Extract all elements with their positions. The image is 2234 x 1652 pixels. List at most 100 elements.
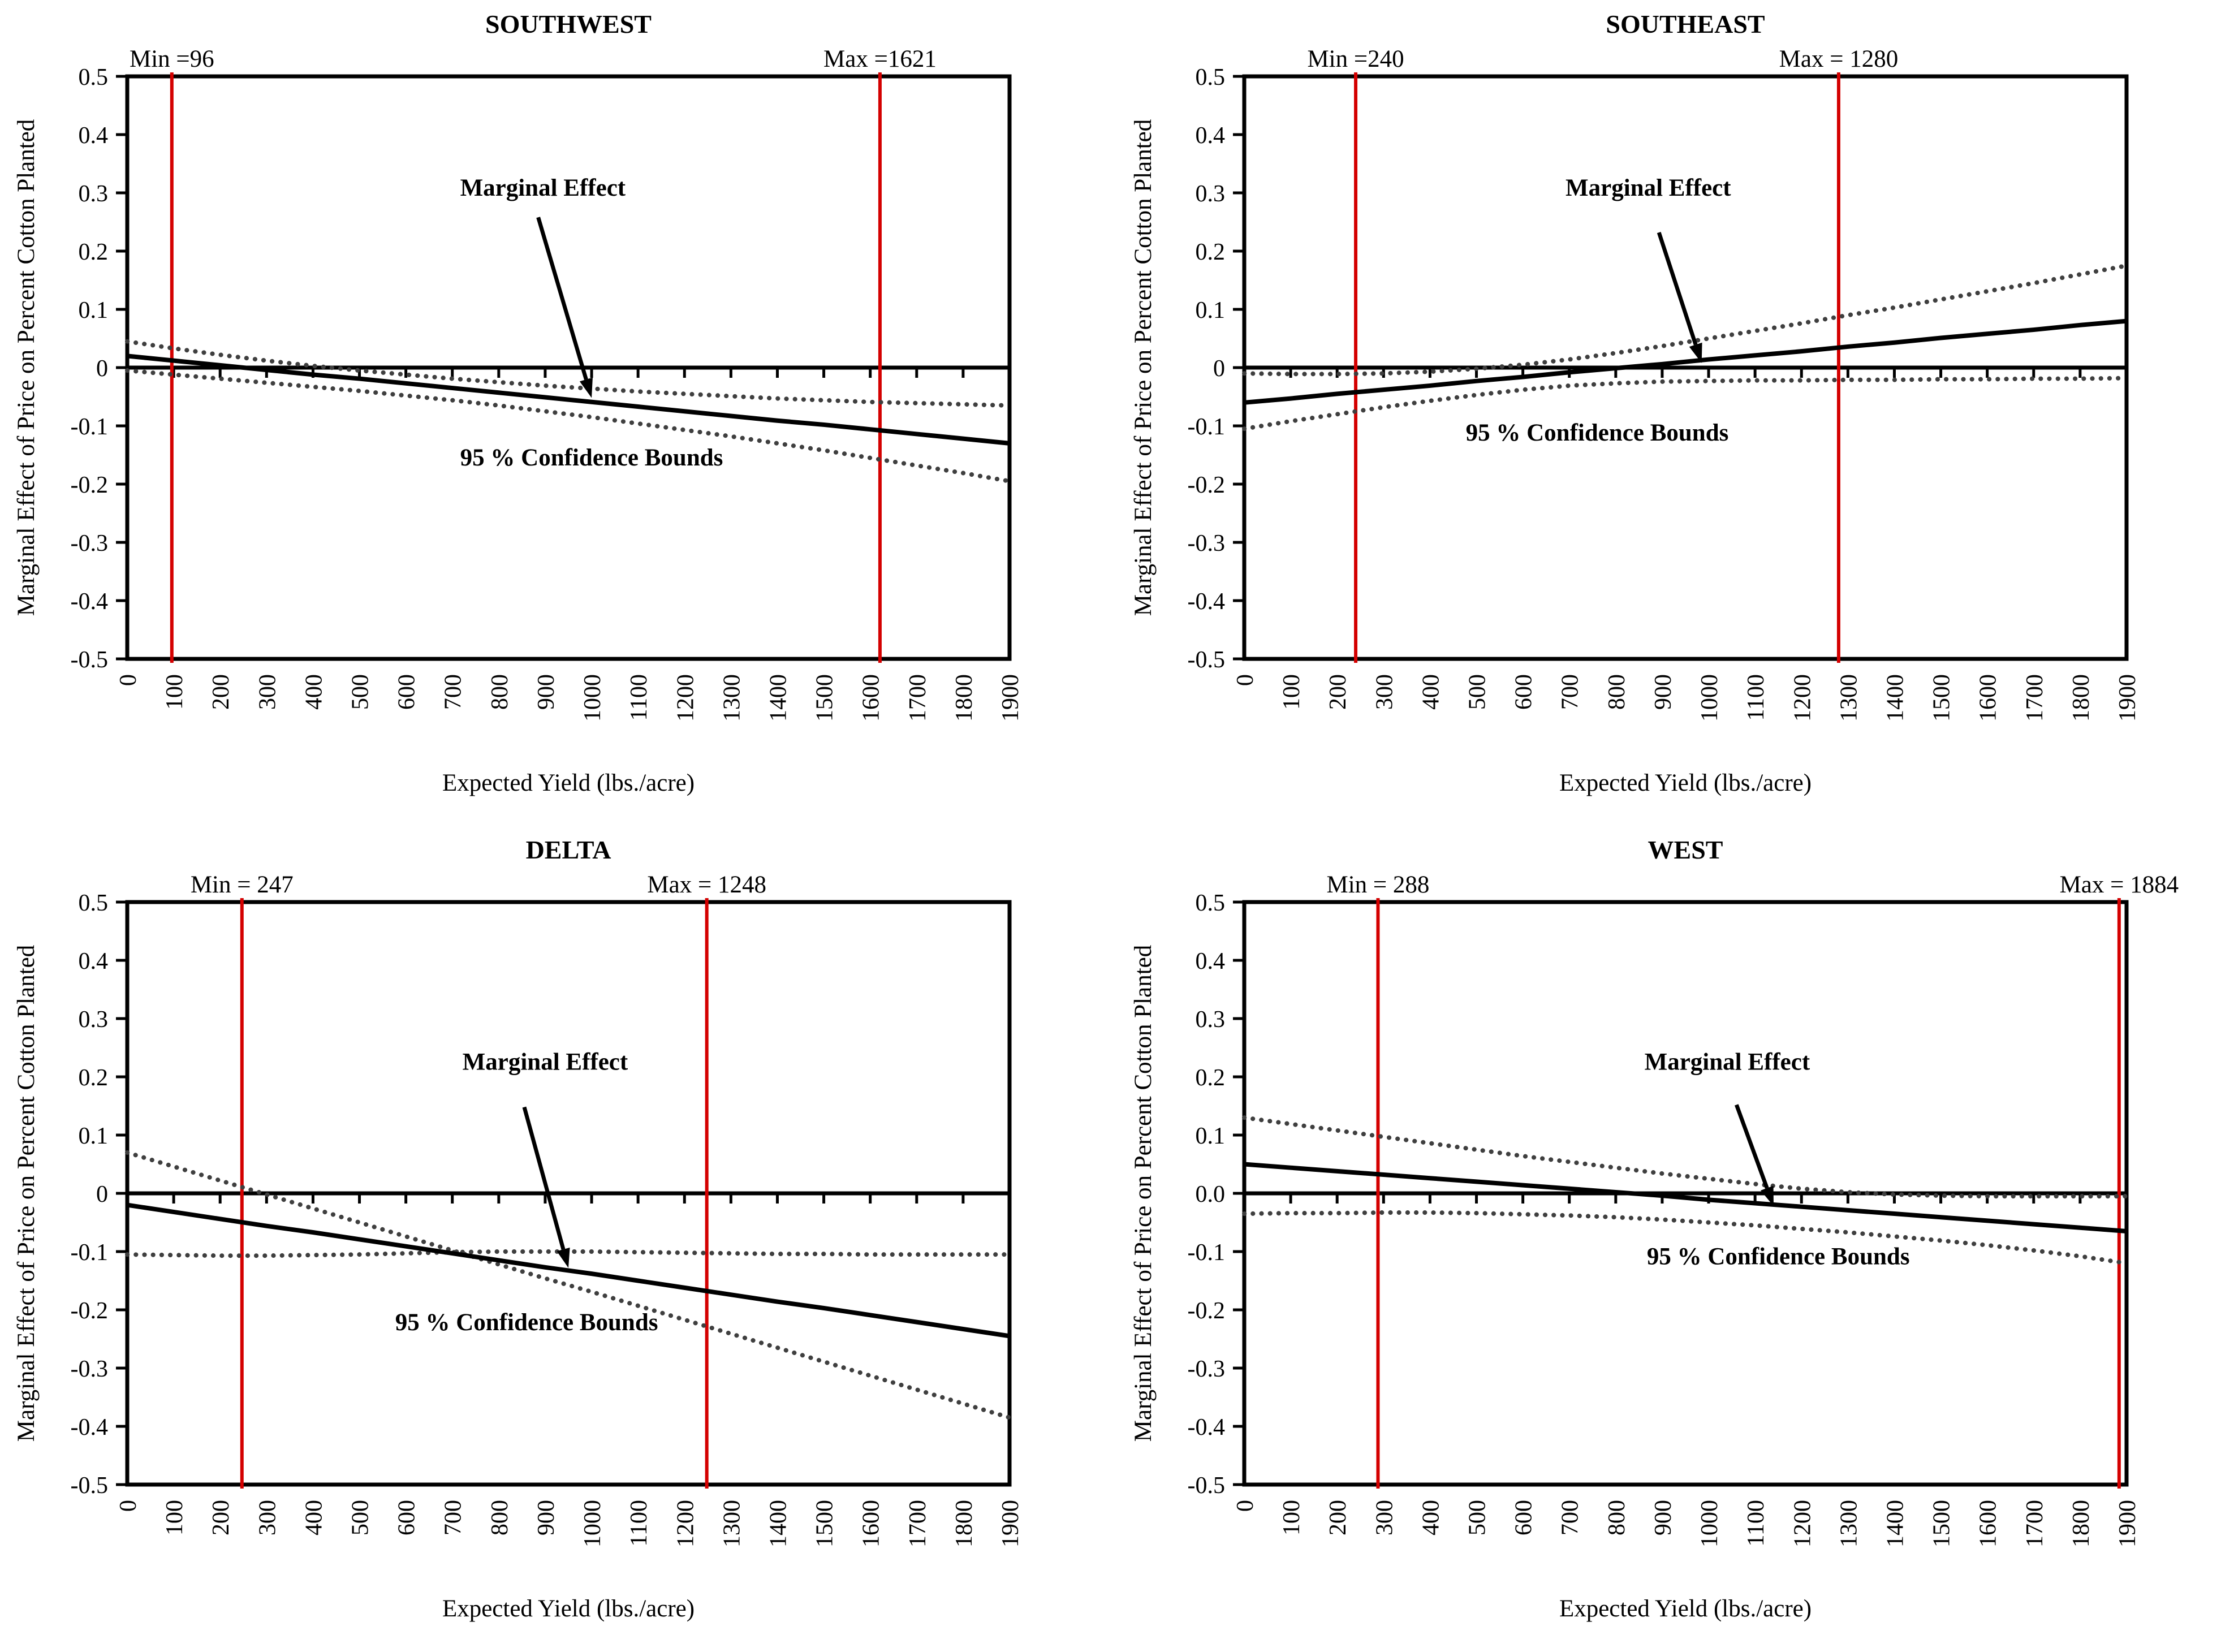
chart-southeast: 0.5 0.4 0.3 0.2 0.1 0 -0.1 -0.2 -0.3 -0.4 -0.5 0 100… xyxy=(1130,10,2141,796)
annotation-arrow-head xyxy=(557,1247,570,1268)
x-tick-label: 600 xyxy=(394,1500,420,1535)
x-axis-title: Expected Yield (lbs./acre) xyxy=(1559,770,1812,796)
confidence-bound-upper xyxy=(125,1150,1012,1420)
y-tick-label: 0.4 xyxy=(1196,123,1226,149)
x-tick-label: 0 xyxy=(115,674,141,686)
y-tick-label: -0.3 xyxy=(1188,1356,1226,1382)
y-tick-label: 0.5 xyxy=(79,64,109,90)
x-tick-label: 1400 xyxy=(1882,1500,1908,1547)
y-tick-label: -0.5 xyxy=(71,647,109,673)
x-tick-label: 800 xyxy=(1604,674,1630,710)
y-tick-label: -0.1 xyxy=(71,414,109,440)
x-tick-label: 300 xyxy=(255,674,281,710)
marginal-effect-line xyxy=(1244,318,2127,405)
annotation-arrow-shaft xyxy=(1735,1104,1769,1189)
max-yield-label: Max = 1280 xyxy=(1779,46,1899,72)
y-tick-label: -0.3 xyxy=(71,530,109,557)
chart-title-delta: DELTA xyxy=(526,835,611,864)
annotation-arrow-shaft xyxy=(522,1106,566,1250)
x-tick-label: 300 xyxy=(1372,674,1398,710)
x-tick-label: 1000 xyxy=(580,674,606,722)
x-tick-label: 1800 xyxy=(951,674,977,722)
x-tick-label: 1300 xyxy=(1836,674,1862,722)
y-tick-label: -0.4 xyxy=(1188,1414,1226,1440)
x-tick-label: 1700 xyxy=(2022,674,2048,722)
x-tick-label: 1900 xyxy=(998,1500,1024,1547)
marginal-effect-line xyxy=(1244,1162,2127,1233)
x-tick-label: 1100 xyxy=(626,1500,652,1546)
y-tick-label: 0.1 xyxy=(79,1123,109,1149)
x-tick-label: 1900 xyxy=(998,674,1024,722)
x-tick-label: 1300 xyxy=(719,1500,745,1547)
x-tick-label: 0 xyxy=(1232,1500,1258,1512)
y-tick-label: 0.3 xyxy=(1196,181,1226,207)
x-tick-label: 200 xyxy=(208,1500,234,1535)
x-tick-label: 300 xyxy=(1372,1500,1398,1535)
x-tick-label: 700 xyxy=(1558,1500,1584,1535)
chart-southwest: 0.5 0.4 0.3 0.2 0.1 0 -0.1 -0.2 -0.3 -0.4 -0.5 0 100… xyxy=(13,10,1024,796)
y-tick-label: 0.1 xyxy=(1196,297,1226,324)
y-tick-label: 0.3 xyxy=(79,1007,109,1033)
x-tick-label: 1200 xyxy=(672,1500,698,1547)
x-tick-label: 1500 xyxy=(812,674,838,722)
y-tick-label: -0.1 xyxy=(71,1240,109,1266)
chart-west: 0.5 0.4 0.3 0.2 0.1 0.0 -0.1 -0.2 -0.3 -0.4 -0.5 0 1… xyxy=(1130,835,2179,1622)
x-tick-label: 1000 xyxy=(1697,1500,1723,1547)
min-yield-label: Min = 247 xyxy=(191,872,294,898)
x-tick-label: 400 xyxy=(301,1500,327,1535)
x-tick-label: 1300 xyxy=(1836,1500,1862,1547)
x-tick-label: 1000 xyxy=(1697,674,1723,722)
x-tick-label: 1800 xyxy=(2068,674,2094,722)
x-tick-label: 1700 xyxy=(905,674,931,722)
chart-panel-west: 0.5 0.4 0.3 0.2 0.1 0.0 -0.1 -0.2 -0.3 -0.4 -0.5 0 1… xyxy=(1117,826,2234,1652)
y-tick-label: -0.1 xyxy=(1188,414,1226,440)
x-tick-label: 200 xyxy=(208,674,234,710)
y-tick-label: 0 xyxy=(1213,356,1225,382)
x-tick-label: 1600 xyxy=(1976,674,2002,722)
x-tick-label: 600 xyxy=(1511,674,1537,710)
x-tick-label: 100 xyxy=(162,1500,188,1535)
y-axis-title: Marginal Effect of Price on Percent Cott… xyxy=(1130,119,1157,616)
y-tick-label: 0.1 xyxy=(1196,1123,1226,1149)
y-tick-label: 0.3 xyxy=(79,181,109,207)
x-tick-label: 500 xyxy=(348,1500,374,1535)
x-tick-label: 300 xyxy=(255,1500,281,1535)
x-tick-label: 1500 xyxy=(1929,674,1955,722)
y-tick-label: 0.4 xyxy=(79,948,109,974)
x-tick-label: 900 xyxy=(1650,674,1676,710)
confidence-bound-upper xyxy=(125,339,1012,408)
x-tick-label: 100 xyxy=(162,674,188,710)
max-yield-label: Max =1621 xyxy=(823,46,937,72)
annotation-arrow-head xyxy=(579,377,593,398)
confidence-bound-upper xyxy=(1242,1115,2129,1199)
x-tick-label: 1500 xyxy=(812,1500,838,1547)
confidence-bound-lower xyxy=(125,368,1012,484)
annotation-marginal-effect: Marginal Effect xyxy=(463,1049,628,1076)
x-tick-label: 1400 xyxy=(1882,674,1908,722)
y-axis-title: Marginal Effect of Price on Percent Cott… xyxy=(13,119,40,616)
x-tick-label: 100 xyxy=(1279,674,1305,710)
annotation-arrow-shaft xyxy=(536,217,588,380)
x-tick-label: 800 xyxy=(1604,1500,1630,1535)
y-tick-label: 0.2 xyxy=(1196,1065,1226,1091)
x-tick-label: 1700 xyxy=(2022,1500,2048,1547)
chart-title-southeast: SOUTHEAST xyxy=(1606,10,1765,38)
x-tick-label: 700 xyxy=(441,674,467,710)
confidence-bound-lower xyxy=(125,1249,1012,1258)
y-tick-label: 0.3 xyxy=(1196,1007,1226,1033)
y-tick-label: 0 xyxy=(96,356,108,382)
y-tick-label: 0.2 xyxy=(1196,239,1226,265)
confidence-bound-upper xyxy=(1242,263,2129,377)
x-tick-label: 500 xyxy=(348,674,374,710)
y-tick-label: -0.2 xyxy=(1188,472,1226,498)
y-tick-label: 0.2 xyxy=(79,239,109,265)
x-tick-label: 500 xyxy=(1465,674,1491,710)
chart-panel-southwest: 0.5 0.4 0.3 0.2 0.1 0 -0.1 -0.2 -0.3 -0.4 -0.5 0 100… xyxy=(0,0,1117,826)
y-tick-label: -0.1 xyxy=(1188,1240,1226,1266)
x-tick-label: 1000 xyxy=(580,1500,606,1547)
x-tick-label: 200 xyxy=(1325,674,1351,710)
y-tick-label: 0.2 xyxy=(79,1065,109,1091)
annotation-marginal-effect: Marginal Effect xyxy=(1645,1049,1810,1076)
min-yield-label: Min = 288 xyxy=(1326,872,1429,898)
